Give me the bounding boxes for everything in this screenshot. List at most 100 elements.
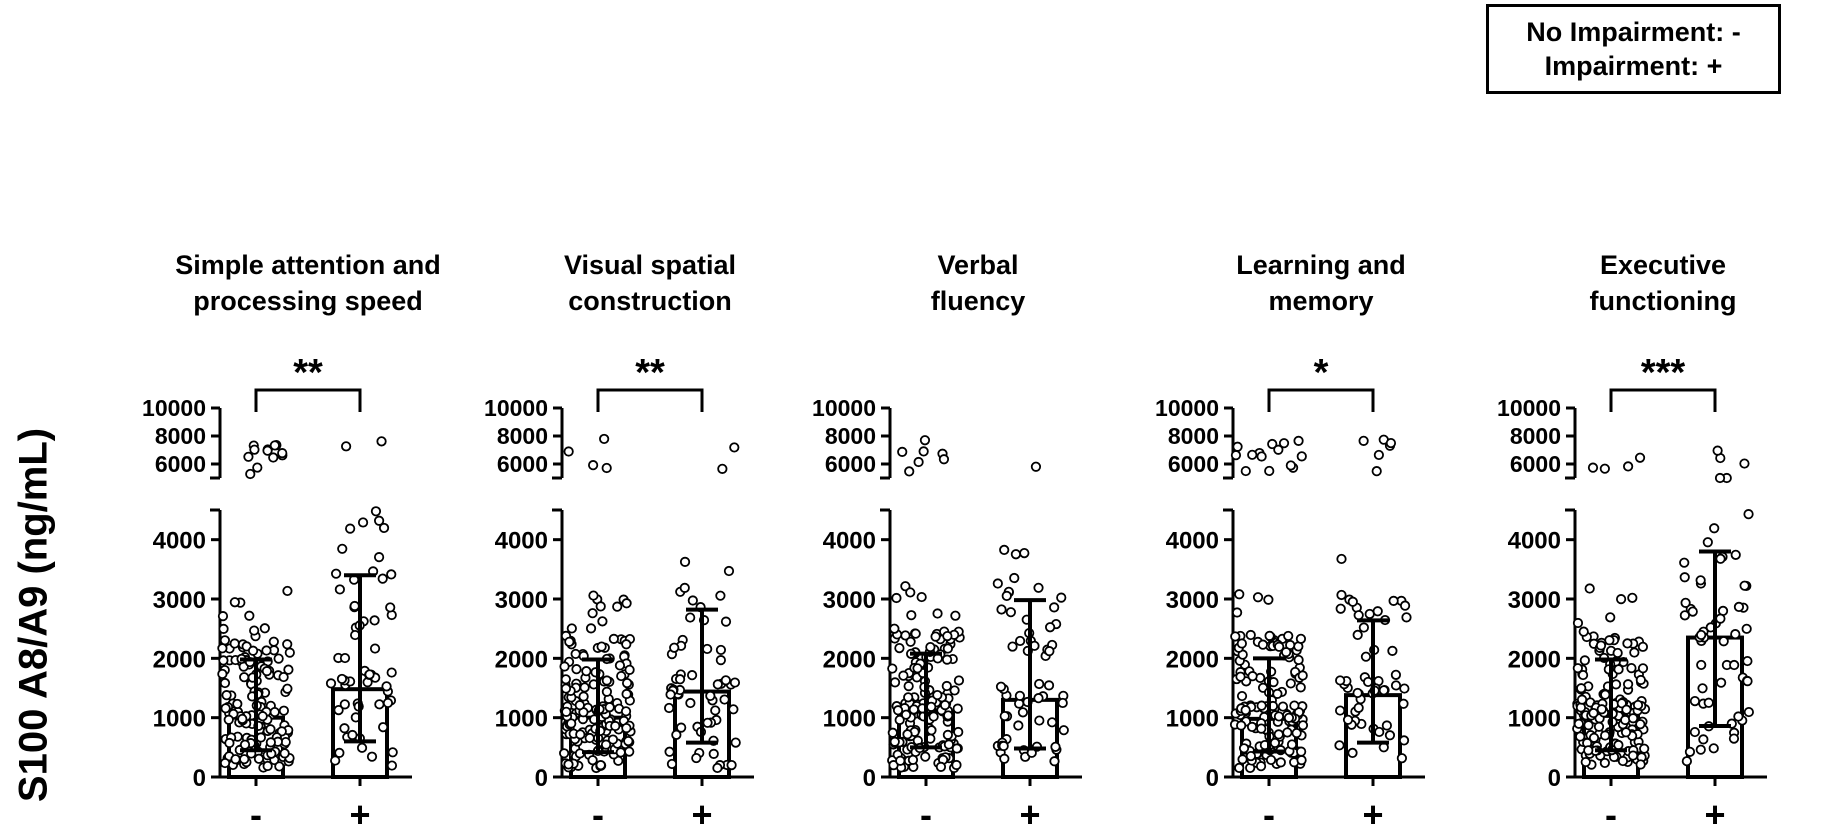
- data-point: [930, 631, 941, 642]
- data-point: [1575, 731, 1586, 742]
- data-point: [378, 722, 389, 733]
- data-point: [1236, 638, 1247, 649]
- data-point: [1588, 732, 1600, 743]
- data-point: [702, 643, 713, 655]
- data-point: [1576, 694, 1588, 705]
- data-point: [1336, 553, 1347, 565]
- data-point: [916, 591, 927, 603]
- data-point: [676, 722, 687, 733]
- data-point: [1293, 654, 1304, 666]
- data-point: [1256, 723, 1267, 734]
- data-point: [621, 639, 632, 650]
- data-point: [370, 506, 382, 517]
- data-point: [1702, 537, 1713, 548]
- data-point: [587, 608, 598, 619]
- data-point: [620, 706, 632, 717]
- data-point: [999, 753, 1010, 764]
- y-tick-label: 2000: [1166, 646, 1219, 673]
- data-point: [570, 648, 581, 660]
- data-point: [1273, 729, 1284, 740]
- data-point: [720, 616, 732, 627]
- panel-title-line: fluency: [931, 286, 1026, 316]
- data-point: [1352, 687, 1363, 699]
- data-point: [578, 691, 589, 702]
- data-point: [1335, 675, 1346, 686]
- data-point: [1245, 750, 1256, 762]
- data-point: [992, 578, 1003, 589]
- y-tick-label: 4000: [1166, 528, 1219, 555]
- data-point: [621, 723, 632, 734]
- data-point: [574, 700, 585, 711]
- data-point: [239, 754, 250, 765]
- data-point: [357, 517, 369, 528]
- data-point: [1033, 582, 1044, 593]
- data-point: [900, 630, 911, 641]
- data-point: [913, 456, 924, 468]
- data-point: [1396, 753, 1408, 764]
- data-point: [898, 670, 909, 681]
- y-tick-label: 3000: [495, 587, 548, 614]
- data-point: [1009, 572, 1020, 584]
- data-point: [1627, 750, 1639, 761]
- data-point: [1240, 465, 1251, 477]
- data-point: [1621, 704, 1632, 715]
- data-point: [715, 655, 726, 666]
- panel-title-line: Simple attention and: [175, 250, 441, 280]
- data-point: [1679, 572, 1690, 583]
- data-point: [1358, 622, 1369, 633]
- data-point: [705, 690, 716, 701]
- data-point: [269, 706, 280, 718]
- data-point: [908, 704, 919, 715]
- data-point: [1623, 679, 1634, 690]
- data-point: [587, 755, 598, 766]
- data-point: [245, 468, 256, 480]
- data-point: [1639, 743, 1650, 754]
- x-category-label: +: [1704, 794, 1725, 830]
- data-point: [669, 642, 680, 653]
- data-point: [1058, 725, 1069, 736]
- y-tick-label: 8000: [155, 423, 206, 449]
- y-tick-label: 3000: [823, 587, 876, 614]
- data-point: [563, 759, 574, 770]
- data-point: [1237, 754, 1248, 765]
- data-point: [1696, 659, 1707, 671]
- data-point: [600, 739, 612, 750]
- data-point: [949, 685, 960, 696]
- data-point: [1588, 707, 1599, 719]
- data-point: [261, 645, 272, 656]
- data-point: [229, 597, 240, 608]
- data-point: [952, 703, 963, 714]
- data-point: [585, 623, 597, 634]
- data-point: [1046, 717, 1058, 728]
- data-point: [1743, 509, 1754, 520]
- data-point: [1056, 592, 1067, 603]
- data-point: [932, 608, 943, 619]
- data-point: [268, 636, 279, 647]
- data-point: [621, 598, 632, 609]
- x-category-label: -: [250, 794, 262, 830]
- data-point: [1385, 437, 1397, 449]
- data-point: [1708, 743, 1719, 754]
- data-point: [560, 674, 571, 685]
- data-point: [237, 713, 248, 725]
- data-point: [601, 462, 612, 474]
- data-point: [277, 448, 288, 459]
- data-point: [601, 675, 612, 686]
- data-point: [1390, 669, 1402, 680]
- data-point: [953, 726, 964, 738]
- data-point: [1285, 460, 1296, 471]
- data-point: [1297, 670, 1308, 681]
- y-tick-label: 2000: [495, 646, 548, 673]
- data-point: [1373, 449, 1384, 461]
- data-point: [1297, 720, 1309, 731]
- data-point: [614, 660, 626, 671]
- data-point: [265, 724, 276, 735]
- y-tick-label: 0: [193, 765, 206, 792]
- data-point: [905, 636, 916, 647]
- data-point: [1627, 713, 1639, 724]
- data-point: [239, 672, 250, 683]
- data-point: [1296, 755, 1307, 766]
- data-point: [339, 652, 351, 664]
- y-tick-label: 2000: [823, 646, 876, 673]
- data-point: [1572, 663, 1583, 674]
